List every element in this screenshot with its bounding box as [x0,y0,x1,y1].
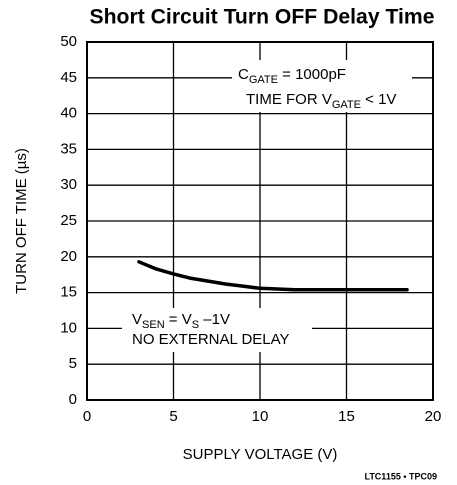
x-tick-label: 20 [425,408,442,425]
annotation-box [232,60,412,112]
x-axis-label: SUPPLY VOLTAGE (V) [183,446,338,463]
y-tick-label: 0 [69,391,77,408]
y-tick-label: 30 [60,176,77,193]
y-tick-label: 25 [60,212,77,229]
line-series [137,260,409,292]
subscript: SEN [142,319,165,331]
y-tick-label: 10 [60,319,77,336]
annotation-part: –1V [199,311,230,328]
subscript: GATE [332,99,361,111]
chart-title: Short Circuit Turn OFF Delay Time [90,6,435,29]
x-tick-label: 10 [252,408,269,425]
footnote: LTC1155 • TPC09 [364,471,437,481]
y-tick-label: 40 [60,105,77,122]
y-tick-label: 35 [60,140,77,157]
x-tick-label: 0 [83,408,91,425]
annotation-text: TIME FOR VGATE < 1V [246,91,396,111]
x-tick-label: 15 [338,408,355,425]
annotation-part: C [238,66,249,83]
annotation-part: NO EXTERNAL DELAY [132,331,290,348]
y-tick-label: 50 [60,33,77,50]
annotation-part: TIME FOR V [246,91,332,108]
annotation-text: NO EXTERNAL DELAY [132,331,290,348]
annotation-part: = V [165,311,192,328]
y-tick-label: 15 [60,284,77,301]
annotation-box [122,308,312,352]
annotation-text: VSEN = VS –1V [132,311,230,331]
subscript: GATE [249,74,278,86]
y-tick-label: 5 [69,355,77,372]
subscript: S [192,319,199,331]
plot-frame [86,41,434,401]
y-tick-label: 45 [60,69,77,86]
annotation-part: < 1V [361,91,396,108]
annotation-part: V [132,311,142,328]
annotation-text: CGATE = 1000pF [238,66,346,86]
y-tick-label: 20 [60,248,77,265]
annotation-part: = 1000pF [278,66,346,83]
y-axis-label: TURN OFF TIME (µs) [13,148,30,294]
x-tick-label: 5 [169,408,177,425]
